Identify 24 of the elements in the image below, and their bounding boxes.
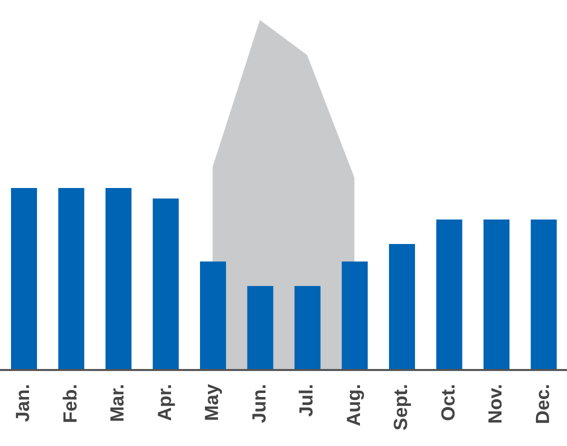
x-tick-label: Apr. — [154, 384, 176, 421]
x-tick-label: Jul. — [296, 384, 318, 417]
bar — [294, 286, 320, 370]
bar — [58, 188, 84, 370]
x-tick-label: Nov. — [486, 384, 507, 424]
bar — [436, 220, 462, 370]
bar — [484, 220, 510, 370]
bar — [152, 198, 179, 370]
x-tick-label: Oct. — [438, 384, 460, 421]
x-tick-label: Mar. — [108, 384, 129, 422]
x-tick-label: Dec. — [532, 384, 554, 424]
bar — [11, 188, 37, 370]
bar — [342, 262, 368, 370]
x-tick-label: Sept. — [391, 384, 412, 430]
bar — [389, 244, 415, 370]
bar — [247, 286, 274, 370]
x-tick-label: Aug. — [344, 384, 365, 426]
bar — [200, 262, 226, 370]
bar — [530, 220, 557, 370]
x-tick-label: Jan. — [13, 384, 34, 422]
bar — [106, 188, 132, 370]
x-tick-label: Jun. — [249, 384, 270, 424]
x-tick-label: May — [202, 384, 224, 421]
x-tick-label: Feb. — [60, 384, 82, 424]
